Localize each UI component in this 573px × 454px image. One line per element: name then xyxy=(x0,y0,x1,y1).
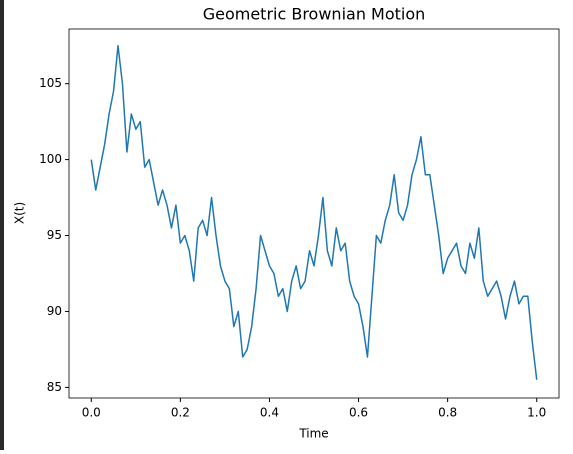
y-axis-label: X(t) xyxy=(13,202,27,224)
x-axis-label: Time xyxy=(298,427,328,441)
x-tick-label: 0.2 xyxy=(171,406,190,420)
y-tick-label: 95 xyxy=(47,228,62,242)
axes-frame xyxy=(68,28,560,399)
y-tick-label: 105 xyxy=(39,76,62,90)
x-tick-label: 0.0 xyxy=(82,406,101,420)
y-tick-label: 85 xyxy=(47,380,62,394)
x-tick-label: 0.8 xyxy=(438,406,457,420)
x-tick-label: 0.4 xyxy=(260,406,279,420)
y-tick-label: 90 xyxy=(47,304,62,318)
x-tick-label: 0.6 xyxy=(349,406,368,420)
line xyxy=(90,44,538,380)
y-tick-label: 100 xyxy=(39,152,62,166)
window-edge xyxy=(0,0,4,450)
x-tick-label: 1.0 xyxy=(527,406,546,420)
chart-title: Geometric Brownian Motion xyxy=(203,5,426,24)
